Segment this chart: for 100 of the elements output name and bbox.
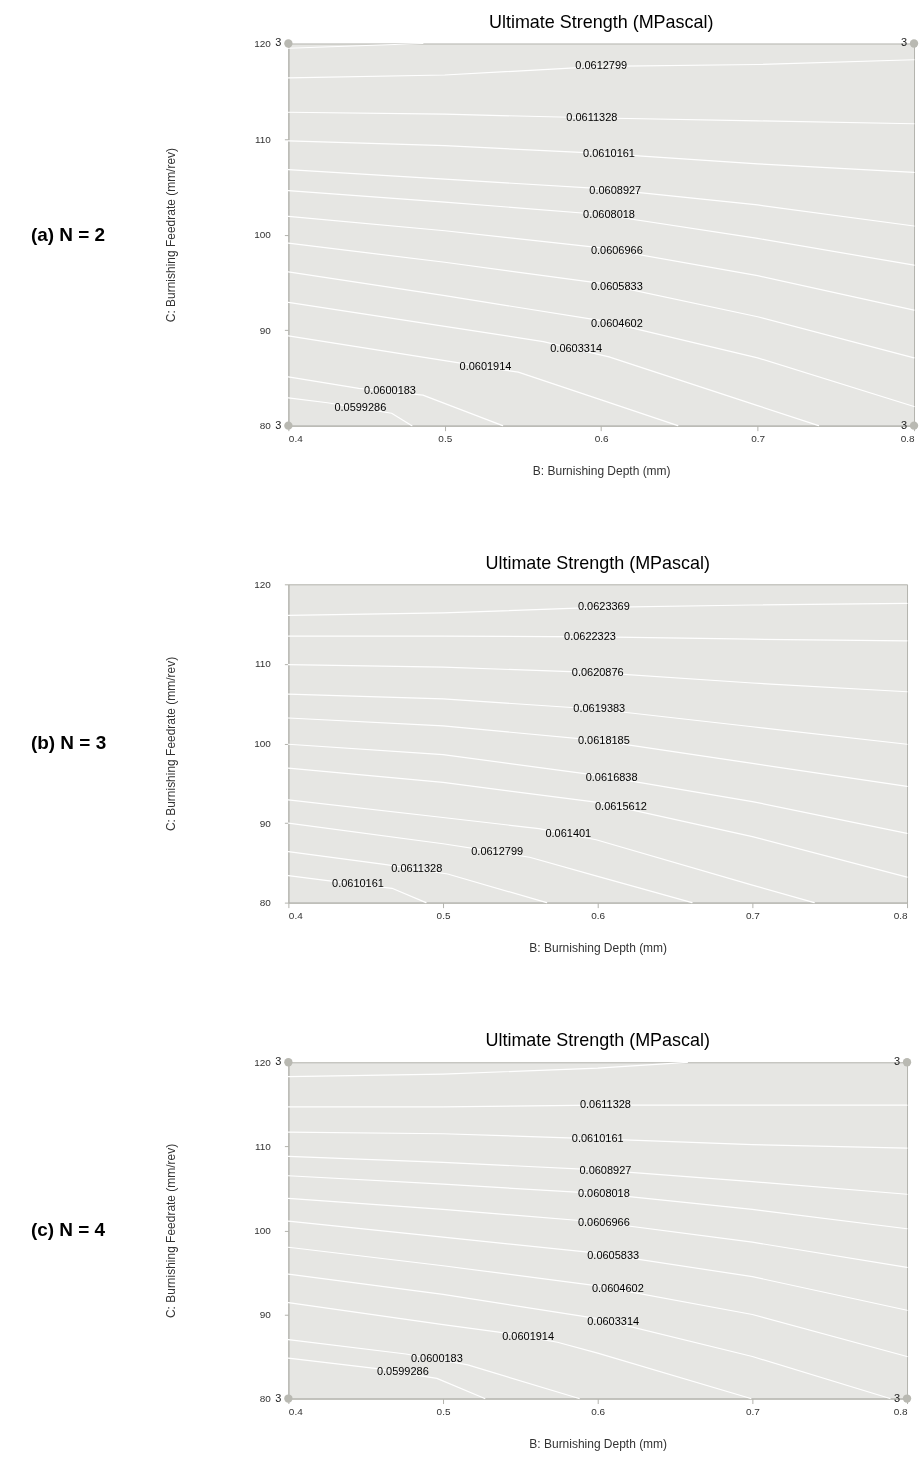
- y-axis-title: C: Burnishing Feedrate (mm/rev): [164, 1143, 179, 1319]
- line-series: [287, 1220, 908, 1311]
- line-series: [287, 602, 908, 616]
- annotation: 3: [275, 1055, 282, 1068]
- line-series: [287, 1155, 908, 1195]
- annotation: 3: [900, 36, 908, 49]
- annotation: 0.0600183: [410, 1352, 463, 1365]
- annotation: 0.0603314: [550, 342, 603, 355]
- y-axis-title: C: Burnishing Feedrate (mm/rev): [164, 656, 179, 832]
- annotation: 3: [900, 418, 908, 431]
- annotation: 0.0608018: [577, 1187, 630, 1200]
- line-series: [287, 397, 413, 427]
- annotation: 0.0615612: [594, 800, 647, 813]
- annotation: 0.0610161: [332, 877, 384, 890]
- annotation: 0.0605833: [590, 280, 643, 293]
- y-tick-label: 120: [254, 1056, 272, 1068]
- annotation: 0.0610161: [571, 1131, 624, 1144]
- line-series: [287, 822, 693, 904]
- x-tick-label: 0.8: [893, 910, 908, 922]
- text: (c) N = 4: [30, 1219, 106, 1241]
- x-tick-label: 0.7: [751, 433, 766, 445]
- y-tick-label: 80: [259, 897, 272, 909]
- x-tick-label: 0.7: [745, 1406, 761, 1418]
- annotation: 0.0603314: [587, 1315, 640, 1328]
- y-tick-label: 110: [255, 133, 272, 145]
- annotation: 0.0606966: [577, 1215, 630, 1228]
- chart-title: Ultimate Strength (MPascal): [485, 1030, 710, 1051]
- annotation: 0.0599286: [334, 401, 387, 414]
- line-series: [287, 301, 820, 427]
- x-axis-title: B: Burnishing Depth (mm): [529, 941, 668, 956]
- annotation: 0.0601914: [459, 360, 512, 373]
- annotation: 0.0599286: [376, 1365, 429, 1378]
- line-series: [287, 1061, 689, 1078]
- annotation: 0.0623369: [577, 600, 630, 613]
- line-series: [287, 376, 504, 427]
- x-tick-label: 0.4: [288, 433, 304, 445]
- text: (a) N = 2: [30, 223, 106, 245]
- x-tick-label: 0.8: [893, 1406, 908, 1418]
- annotation: 0.0619383: [573, 702, 626, 715]
- annotation: 0.0608018: [583, 208, 635, 221]
- annotation: 0.0612799: [471, 845, 524, 858]
- line-series: [287, 717, 908, 788]
- line-series: [287, 664, 908, 693]
- annotation: 0.0616838: [585, 770, 638, 783]
- annotation: 0.0611328: [391, 862, 443, 875]
- y-tick-label: 90: [259, 1308, 272, 1320]
- x-tick-label: 0.5: [436, 910, 451, 922]
- x-tick-label: 0.7: [745, 910, 761, 922]
- annotation: 3: [893, 1391, 901, 1404]
- annotation: 0.0610161: [583, 147, 635, 160]
- y-tick-label: 120: [254, 37, 272, 49]
- annotation: 0.0611328: [566, 111, 618, 123]
- x-tick-label: 0.5: [436, 1406, 451, 1418]
- line-series: [287, 1175, 908, 1230]
- y-tick-label: 110: [255, 658, 272, 670]
- x-tick-label: 0.6: [594, 433, 610, 445]
- line-series: [287, 1197, 908, 1268]
- y-tick-label: 90: [259, 817, 272, 829]
- x-tick-label: 0.4: [288, 910, 304, 922]
- line-series: [287, 242, 915, 359]
- line-series: [287, 799, 815, 904]
- y-axis-title: C: Burnishing Feedrate (mm/rev): [164, 147, 179, 323]
- annotation: 0.061401: [545, 827, 592, 840]
- x-axis-title: B: Burnishing Depth (mm): [532, 464, 671, 479]
- annotation: 0.0618185: [577, 734, 630, 747]
- line-series: [287, 335, 679, 427]
- annotation: 0.0611328: [579, 1098, 631, 1111]
- x-axis-title: B: Burnishing Depth (mm): [529, 1436, 668, 1451]
- y-tick-label: 80: [259, 1393, 272, 1405]
- annotation: 0.0612799: [575, 59, 628, 72]
- text: (b) N = 3: [30, 732, 107, 754]
- annotation: 0.0608927: [579, 1163, 632, 1176]
- annotation: 0.0601914: [502, 1330, 555, 1343]
- annotation: 0.0605833: [587, 1248, 640, 1261]
- line-series: [287, 874, 427, 904]
- annotation: 0.0620876: [571, 665, 624, 678]
- line-series: [287, 1302, 752, 1400]
- annotation: 0.0604602: [591, 1282, 644, 1295]
- line-series: [287, 169, 915, 227]
- x-tick-label: 0.8: [900, 433, 915, 445]
- line-series: [287, 1131, 908, 1149]
- y-tick-label: 90: [259, 324, 272, 336]
- y-tick-label: 120: [254, 578, 272, 590]
- line-series: [287, 1273, 891, 1400]
- annotation: 0.0622323: [564, 629, 616, 642]
- annotation: 0.0606966: [590, 243, 643, 256]
- y-tick-label: 100: [254, 1224, 272, 1236]
- line-series: [287, 111, 915, 125]
- y-tick-label: 110: [255, 1140, 272, 1152]
- annotation: 3: [275, 418, 282, 431]
- y-tick-label: 100: [254, 229, 272, 241]
- line-series: [287, 693, 908, 745]
- chart-title: Ultimate Strength (MPascal): [488, 11, 714, 32]
- x-tick-label: 0.6: [591, 910, 606, 922]
- line-series: [287, 140, 915, 174]
- annotation: 3: [275, 36, 282, 49]
- y-tick-label: 100: [254, 737, 272, 749]
- annotation: 3: [893, 1055, 901, 1068]
- chart-title: Ultimate Strength (MPascal): [485, 553, 710, 574]
- x-tick-label: 0.6: [591, 1406, 606, 1418]
